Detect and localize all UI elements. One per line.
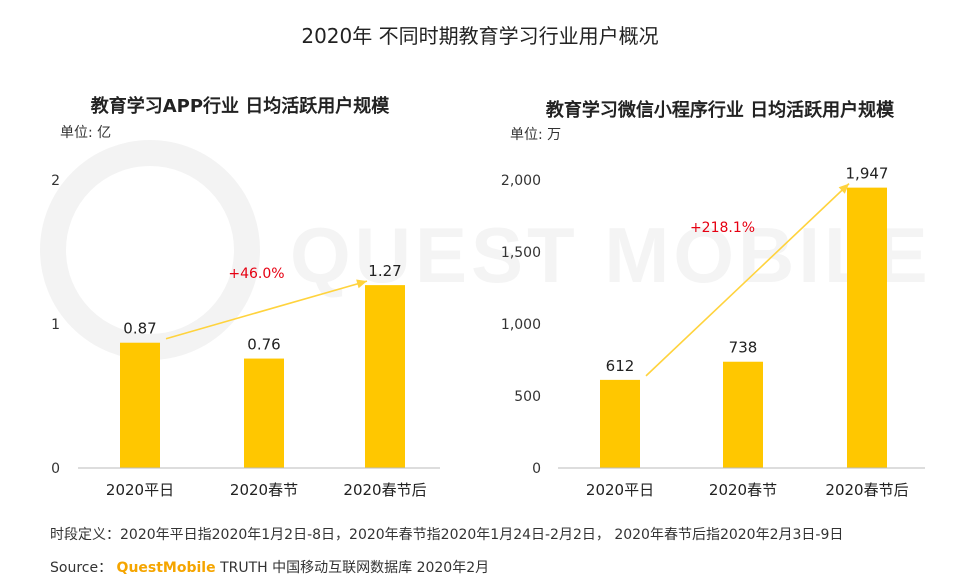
chart1-value-label: 0.87: [123, 320, 156, 338]
period-footnote: 时段定义：2020年平日指2020年1月2日-8日，2020年春节指2020年1…: [50, 527, 844, 543]
chart2-y-tick-label: 1,500: [501, 245, 541, 261]
chart2-category-label: 2020春节后: [825, 481, 908, 499]
chart2-bar: [600, 379, 640, 468]
chart2-value-label: 1,947: [846, 165, 889, 183]
chart2-growth-arrow: [645, 183, 850, 377]
chart2-category-label: 2020平日: [586, 481, 654, 499]
chart2-y-tick-label: 2,000: [501, 173, 541, 189]
chart1-title: 教育学习APP行业 日均活跃用户规模: [90, 96, 390, 117]
chart2-unit: 单位: 万: [510, 127, 562, 143]
source-suffix: TRUTH 中国移动互联网数据库 2020年2月: [220, 560, 490, 576]
chart1-y-tick-label: 2: [51, 173, 60, 189]
chart1-y-tick-label: 0: [51, 461, 60, 477]
chart1-category-label: 2020平日: [106, 481, 174, 499]
chart1-bar: [365, 285, 405, 468]
chart1-category-label: 2020春节后: [343, 481, 426, 499]
chart1-arrowhead-icon: [356, 279, 367, 289]
chart1-category-label: 2020春节: [230, 481, 298, 499]
chart2-growth-label: +218.1%: [690, 220, 755, 236]
chart1-unit: 单位: 亿: [60, 125, 112, 141]
chart2-title: 教育学习微信小程序行业 日均活跃用户规模: [545, 100, 895, 121]
page-title: 2020年 不同时期教育学习行业用户概况: [301, 24, 659, 48]
chart1-bar: [120, 342, 160, 468]
chart2-bar: [847, 187, 887, 468]
chart2-y-tick-label: 500: [514, 389, 541, 405]
source-line: Source： QuestMobile TRUTH 中国移动互联网数据库 202…: [50, 557, 489, 577]
chart2-bar: [723, 361, 763, 468]
chart1-growth-label: +46.0%: [228, 266, 284, 282]
chart2-category-label: 2020春节: [709, 481, 777, 499]
chart2-value-label: 738: [729, 339, 758, 357]
chart2-arrowhead-icon: [838, 183, 849, 194]
source-prefix: Source：: [50, 560, 113, 576]
chart2-y-tick-label: 0: [532, 461, 541, 477]
chart1-value-label: 1.27: [368, 262, 401, 280]
chart1-growth-arrow: [165, 280, 368, 340]
chart2-y-tick-label: 1,000: [501, 317, 541, 333]
chart1-y-tick-label: 1: [51, 317, 60, 333]
chart2-value-label: 612: [606, 357, 635, 375]
chart1-value-label: 0.76: [247, 336, 280, 354]
chart1-bar: [244, 358, 284, 468]
source-brand: QuestMobile: [116, 560, 216, 576]
